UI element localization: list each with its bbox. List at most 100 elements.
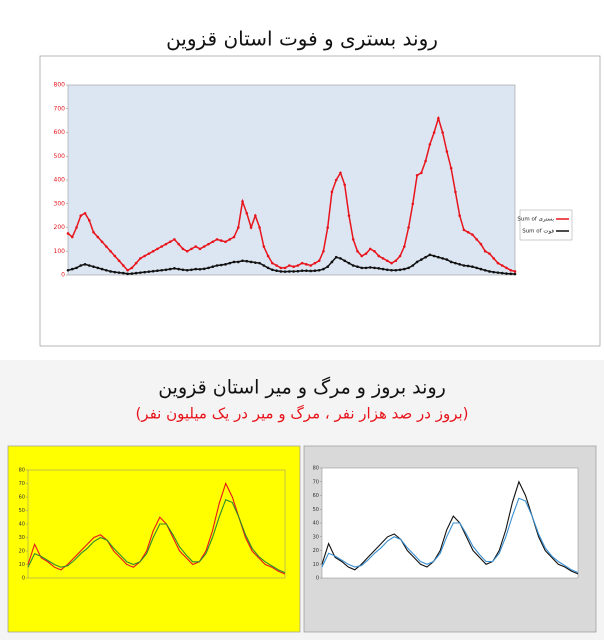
point bbox=[262, 245, 266, 248]
point bbox=[488, 252, 491, 255]
point bbox=[190, 268, 193, 272]
point bbox=[117, 271, 121, 274]
y-tick-label: 10 bbox=[19, 562, 25, 568]
point bbox=[330, 260, 334, 264]
y-tick-label: 0 bbox=[22, 576, 25, 582]
point bbox=[432, 254, 436, 258]
y-tick-label: 500 bbox=[54, 153, 66, 160]
point bbox=[113, 270, 117, 274]
point bbox=[219, 239, 223, 242]
point bbox=[424, 255, 427, 259]
y-tick-label: 20 bbox=[19, 549, 25, 555]
series-line bbox=[321, 497, 579, 574]
point bbox=[83, 211, 87, 215]
point bbox=[181, 268, 185, 272]
point bbox=[126, 268, 129, 272]
point bbox=[296, 264, 300, 267]
point bbox=[228, 261, 232, 265]
point bbox=[403, 245, 406, 248]
point bbox=[334, 178, 338, 182]
y-tick-label: 30 bbox=[19, 535, 25, 541]
point bbox=[66, 268, 70, 272]
point bbox=[160, 245, 163, 248]
point bbox=[168, 240, 172, 244]
y-tick-label: 600 bbox=[54, 129, 66, 136]
point bbox=[96, 266, 100, 270]
point bbox=[215, 264, 219, 267]
point bbox=[300, 269, 304, 273]
point bbox=[381, 257, 385, 260]
point bbox=[403, 267, 406, 271]
point bbox=[164, 268, 168, 272]
y-tick-label: 300 bbox=[54, 200, 66, 207]
point bbox=[313, 261, 317, 265]
point bbox=[83, 263, 87, 266]
point bbox=[377, 267, 381, 270]
point bbox=[109, 249, 112, 253]
point bbox=[185, 249, 189, 253]
point bbox=[492, 270, 496, 274]
series-line bbox=[67, 253, 516, 275]
point bbox=[134, 271, 138, 275]
point bbox=[360, 266, 364, 270]
point bbox=[339, 171, 342, 175]
point bbox=[271, 261, 274, 265]
point bbox=[224, 263, 227, 266]
y-tick-label: 100 bbox=[54, 248, 66, 255]
y-tick-label: 30 bbox=[313, 534, 319, 540]
point bbox=[70, 235, 74, 239]
point bbox=[79, 214, 83, 217]
point bbox=[407, 226, 410, 229]
series-line bbox=[27, 498, 286, 574]
point bbox=[479, 267, 483, 271]
y-tick-label: 50 bbox=[19, 508, 25, 514]
point bbox=[500, 264, 504, 267]
point bbox=[305, 269, 308, 273]
point bbox=[458, 214, 461, 217]
point bbox=[356, 265, 359, 268]
point bbox=[262, 264, 266, 267]
point bbox=[483, 249, 487, 253]
point bbox=[343, 183, 347, 187]
point bbox=[500, 271, 504, 275]
point bbox=[364, 266, 368, 270]
point bbox=[385, 259, 389, 263]
point bbox=[313, 269, 317, 273]
point bbox=[462, 228, 466, 232]
point bbox=[398, 268, 402, 272]
point bbox=[475, 266, 478, 270]
point bbox=[258, 261, 261, 265]
point bbox=[139, 271, 142, 274]
point bbox=[437, 116, 440, 120]
point bbox=[415, 260, 419, 264]
point bbox=[339, 257, 342, 260]
point bbox=[471, 265, 474, 268]
point bbox=[356, 249, 359, 253]
point bbox=[219, 263, 223, 267]
point bbox=[139, 257, 142, 260]
point bbox=[254, 261, 257, 264]
point bbox=[407, 266, 410, 270]
point bbox=[368, 247, 372, 251]
point bbox=[105, 245, 108, 248]
y-tick-label: 80 bbox=[313, 466, 319, 472]
point bbox=[475, 238, 478, 241]
point bbox=[271, 268, 274, 272]
point bbox=[454, 261, 457, 265]
point bbox=[505, 272, 508, 275]
point bbox=[143, 270, 146, 274]
point bbox=[249, 260, 253, 264]
point bbox=[373, 266, 376, 270]
point bbox=[279, 266, 283, 270]
y-tick-label: 40 bbox=[313, 521, 319, 527]
y-tick-label: 0 bbox=[316, 576, 319, 582]
point bbox=[173, 267, 176, 270]
y-tick-label: 800 bbox=[54, 82, 66, 89]
point bbox=[232, 235, 236, 239]
point bbox=[198, 268, 202, 271]
point bbox=[394, 259, 398, 263]
point bbox=[479, 242, 483, 246]
point bbox=[147, 270, 151, 273]
point bbox=[181, 247, 185, 251]
point bbox=[420, 171, 423, 175]
